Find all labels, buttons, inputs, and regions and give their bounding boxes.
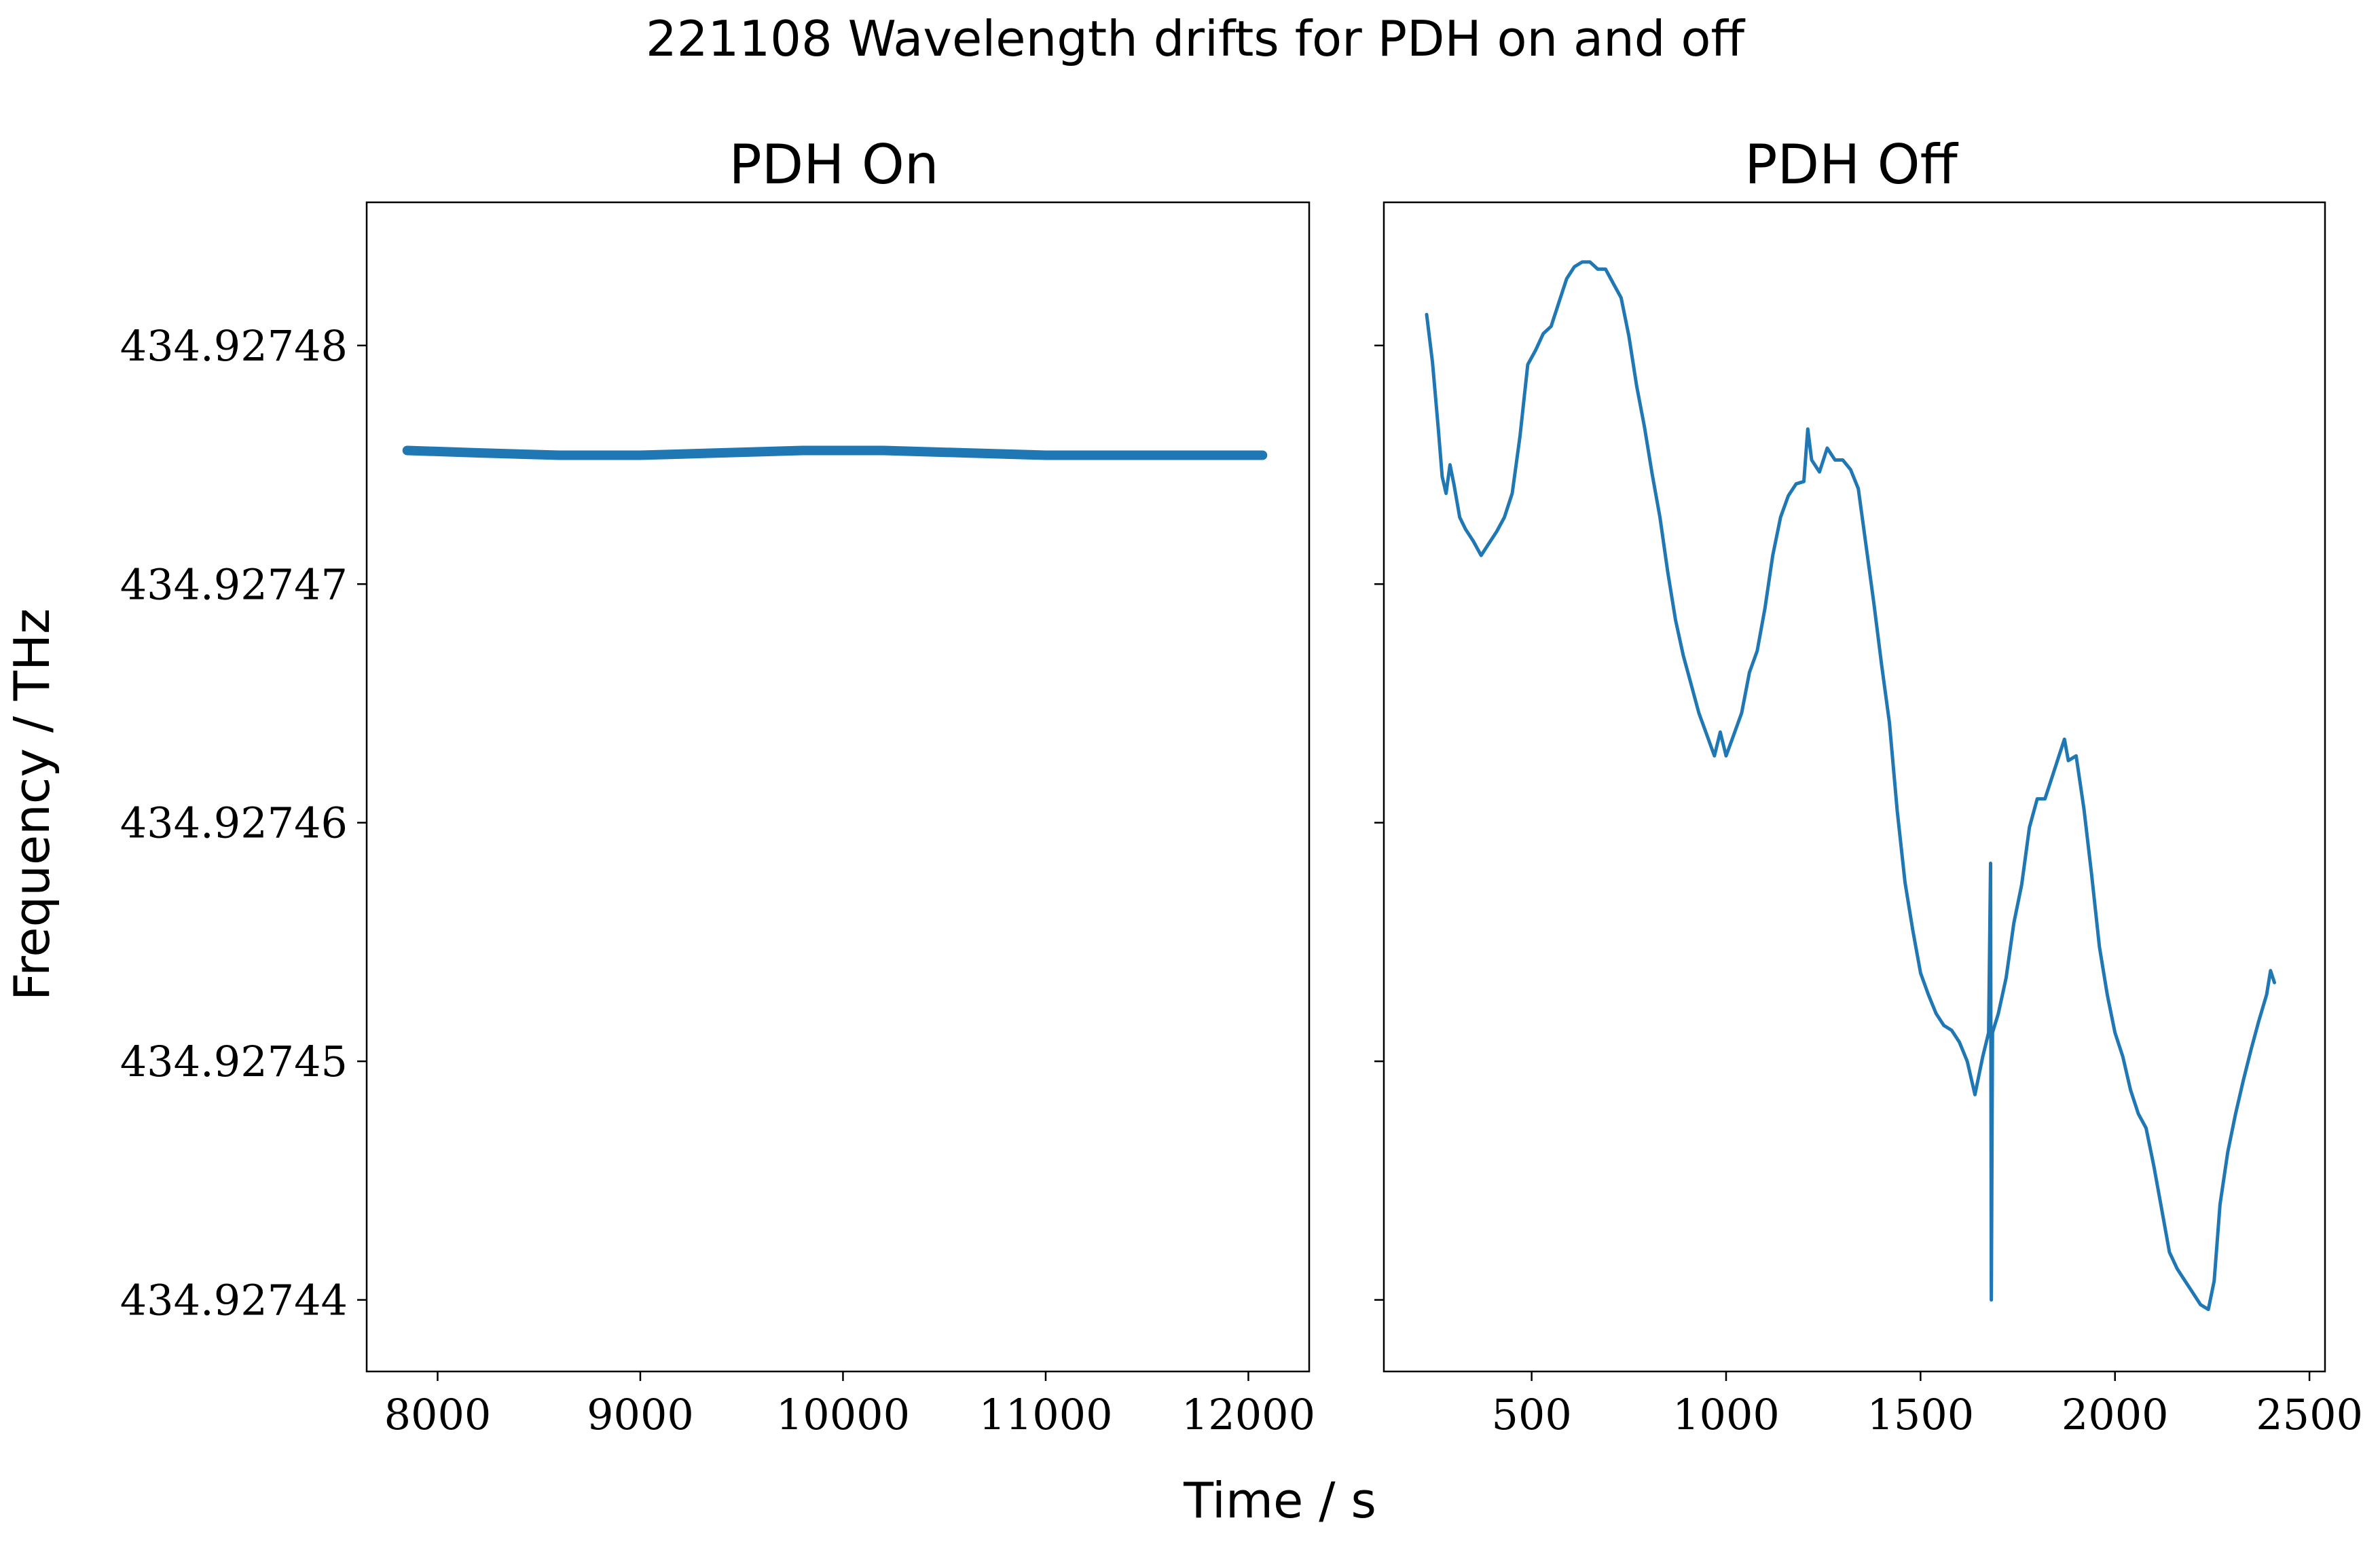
figure-suptitle: 221108 Wavelength drifts for PDH on and … (646, 10, 1745, 67)
pdh-off-x-tick-label: 2500 (2256, 1390, 2363, 1439)
panel-title-pdh-off: PDH Off (1744, 133, 1958, 196)
pdh-on-axes-frame (365, 201, 1311, 1373)
pdh-on-series-line-0 (402, 445, 1268, 460)
pdh-off-series (1425, 260, 2276, 1312)
pdh-on-x-tick-label: 10000 (776, 1390, 910, 1439)
panel-pdh-on: PDH On 434.92744434.92745434.92746434.92… (120, 133, 1315, 1439)
pdh-on-y-tick-label: 434.92748 (120, 321, 348, 371)
x-axis-label: Time / s (1183, 1472, 1376, 1529)
pdh-off-axes-frame (1383, 201, 2326, 1373)
pdh-on-x-tick-label: 9000 (587, 1390, 694, 1439)
panel-title-pdh-on: PDH On (729, 133, 938, 196)
pdh-on-y-ticks: 434.92744 434.92745 434.92746 434.92747 434.… (120, 321, 367, 1325)
pdh-off-x-tick-label: 2000 (2062, 1390, 2169, 1439)
panel-pdh-off: PDH Off 500 1000 1500 2000 2500 (1374, 133, 2363, 1439)
pdh-on-x-tick-label: 11000 (978, 1390, 1112, 1439)
pdh-off-y-ticks (1374, 344, 1384, 1301)
pdh-on-x-tick-label: 12000 (1182, 1390, 1315, 1439)
pdh-off-x-tick-label: 500 (1491, 1390, 1571, 1439)
pdh-on-series (402, 445, 1268, 460)
pdh-off-series-line-0 (1425, 260, 2276, 1312)
y-axis-label: Frequency / THz (3, 608, 60, 1001)
pdh-off-x-tick-label: 1500 (1867, 1390, 1974, 1439)
pdh-off-x-tick-label: 1000 (1672, 1390, 1780, 1439)
pdh-on-y-tick-label: 434.92747 (120, 559, 348, 609)
pdh-off-x-ticks: 500 1000 1500 2000 2500 (1491, 1371, 2363, 1439)
pdh-on-x-tick-label: 8000 (384, 1390, 492, 1439)
pdh-on-y-tick-label: 434.92744 (120, 1276, 348, 1325)
pdh-on-y-tick-label: 434.92746 (120, 798, 348, 848)
pdh-on-x-ticks: 8000 9000 10000 11000 12000 (384, 1371, 1315, 1439)
pdh-on-y-tick-label: 434.92745 (120, 1037, 348, 1086)
